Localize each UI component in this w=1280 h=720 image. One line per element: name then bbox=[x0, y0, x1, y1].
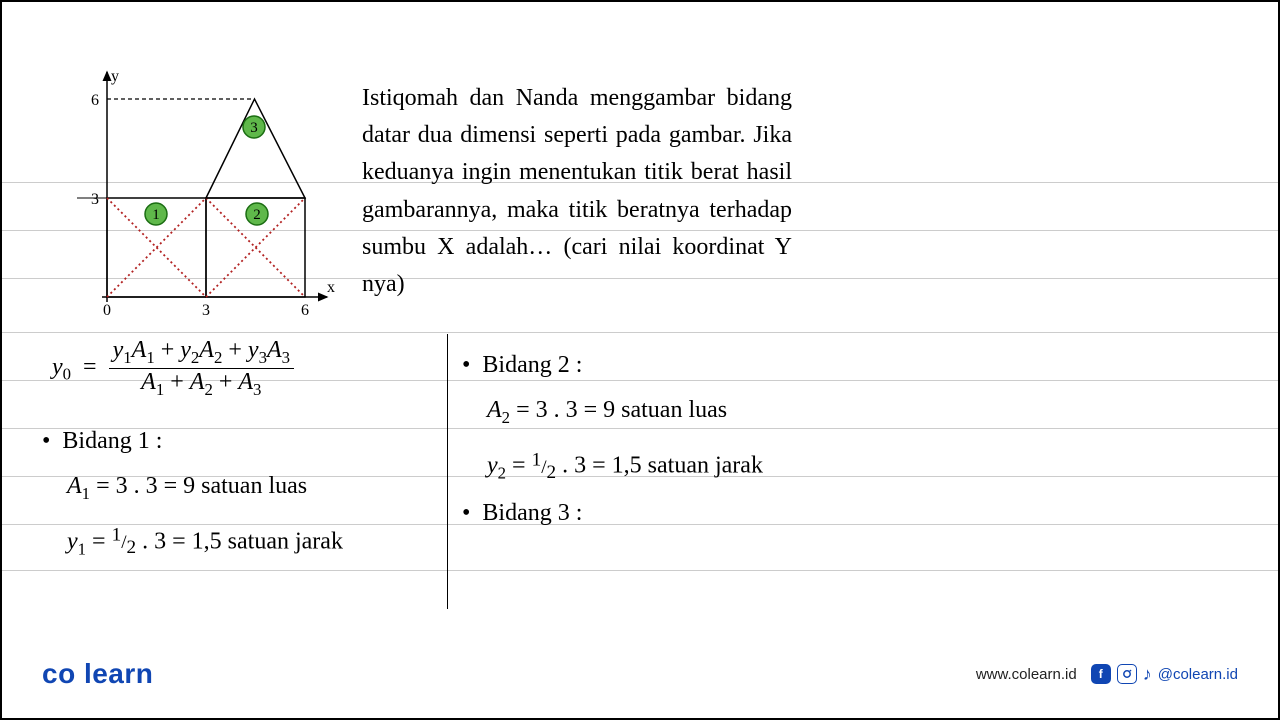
solution-left-column: y0 = y1A1 + y2A2 + y3A3 A1 + A2 + A3 • B… bbox=[42, 337, 442, 576]
svg-text:3: 3 bbox=[250, 120, 258, 136]
bidang2-area: A2 = 3 . 3 = 9 satuan luas bbox=[487, 389, 862, 433]
svg-text:6: 6 bbox=[301, 302, 309, 319]
svg-text:1: 1 bbox=[152, 207, 160, 223]
column-divider bbox=[447, 334, 448, 609]
bidang2-y: y2 = 1/2 . 3 = 1,5 satuan jarak bbox=[487, 443, 862, 490]
ruled-line bbox=[2, 332, 1278, 333]
page: 1 2 3 y x 6 3 0 3 6 Istiqomah dan Nanda … bbox=[2, 2, 1278, 718]
bidang1-heading: • Bidang 1 : bbox=[42, 428, 442, 455]
tiktok-icon: ♪ bbox=[1143, 664, 1152, 685]
centroid-formula: y0 = y1A1 + y2A2 + y3A3 A1 + A2 + A3 bbox=[52, 337, 442, 400]
solution-right-column: • Bidang 2 : A2 = 3 . 3 = 9 satuan luas … bbox=[462, 342, 862, 535]
svg-text:2: 2 bbox=[253, 207, 261, 223]
facebook-icon: f bbox=[1091, 664, 1111, 684]
figure-graph: 1 2 3 y x 6 3 0 3 6 bbox=[77, 67, 327, 317]
bidang2-heading: • Bidang 2 : bbox=[462, 352, 862, 379]
footer-right: www.colearn.id f ♪ @colearn.id bbox=[976, 664, 1238, 685]
instagram-icon bbox=[1117, 664, 1137, 684]
svg-text:6: 6 bbox=[91, 92, 99, 109]
question-text: Istiqomah dan Nanda menggambar bidang da… bbox=[362, 80, 792, 303]
social-icons: f ♪ @colearn.id bbox=[1091, 664, 1238, 685]
bidang1-area: A1 = 3 . 3 = 9 satuan luas bbox=[67, 465, 442, 509]
svg-text:0: 0 bbox=[103, 302, 111, 319]
svg-text:x: x bbox=[327, 279, 335, 296]
svg-text:3: 3 bbox=[202, 302, 210, 319]
svg-text:y: y bbox=[111, 68, 119, 85]
social-handle: @colearn.id bbox=[1158, 666, 1238, 683]
bidang3-heading: • Bidang 3 : bbox=[462, 500, 862, 527]
bidang1-y: y1 = 1/2 . 3 = 1,5 satuan jarak bbox=[67, 519, 442, 566]
footer-url: www.colearn.id bbox=[976, 666, 1077, 683]
svg-text:3: 3 bbox=[91, 191, 99, 208]
brand-logo: co learn bbox=[42, 658, 153, 690]
footer: co learn www.colearn.id f ♪ @colearn.id bbox=[42, 658, 1238, 690]
